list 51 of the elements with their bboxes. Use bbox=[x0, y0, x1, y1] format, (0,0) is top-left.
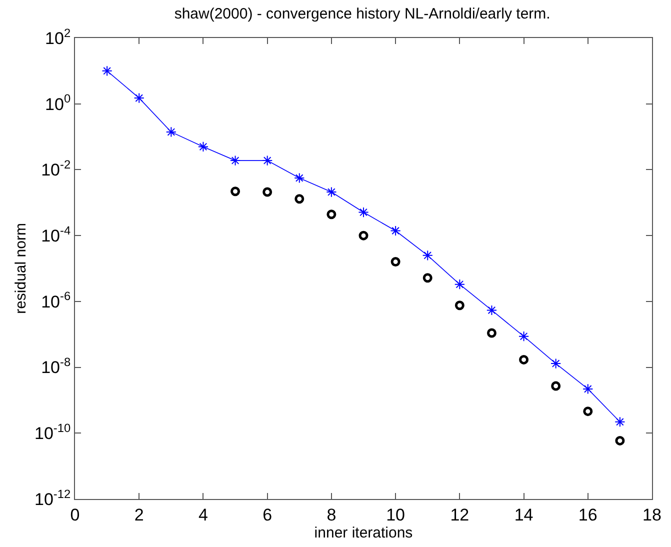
y-tick-label: 10$^{-12}$ bbox=[34, 486, 71, 509]
point bbox=[326, 210, 336, 220]
point bbox=[454, 300, 464, 310]
point bbox=[550, 358, 562, 369]
y-tick-label: 10$^{-10}$ bbox=[34, 420, 71, 444]
x-tick-label: 8 bbox=[326, 505, 336, 524]
point bbox=[166, 126, 176, 138]
x-tick-label: 16 bbox=[578, 505, 598, 524]
point bbox=[486, 328, 496, 338]
point bbox=[422, 250, 433, 261]
x-tick-label: 4 bbox=[198, 505, 208, 524]
point bbox=[615, 436, 625, 446]
x-tick-label: 2 bbox=[134, 505, 144, 524]
y-tick-label: 10$^{-8}$ bbox=[41, 355, 71, 378]
point bbox=[582, 384, 594, 394]
y-tick-label: 10$^{2}$ bbox=[45, 26, 71, 48]
x-axis-title: inner iterations bbox=[314, 524, 413, 542]
point bbox=[358, 206, 369, 218]
x-tick-label: 10 bbox=[386, 505, 406, 524]
point bbox=[390, 257, 400, 267]
point bbox=[262, 187, 272, 197]
point bbox=[198, 141, 209, 152]
point bbox=[134, 92, 144, 104]
x-tick-label: 18 bbox=[642, 505, 662, 524]
y-tick-label: 10$^{-2}$ bbox=[41, 158, 71, 180]
point bbox=[358, 230, 368, 240]
chart-title: shaw(2000) - convergence history NL-Arnoldi/early term. bbox=[174, 6, 550, 23]
point bbox=[326, 186, 337, 198]
point bbox=[230, 186, 240, 196]
point bbox=[551, 381, 561, 391]
x-tick-label: 12 bbox=[450, 505, 470, 524]
x-tick-label: 14 bbox=[514, 505, 534, 524]
point bbox=[294, 172, 305, 184]
point bbox=[294, 194, 304, 204]
point bbox=[102, 66, 112, 76]
point bbox=[518, 331, 530, 342]
y-tick-label: 10$^{0}$ bbox=[45, 92, 71, 114]
y-axis-title: residual norm bbox=[12, 223, 30, 314]
x-tick-label: 6 bbox=[262, 505, 272, 524]
point bbox=[519, 354, 529, 364]
x-tick-label: 0 bbox=[70, 505, 80, 524]
point bbox=[390, 225, 401, 236]
point bbox=[262, 155, 273, 166]
point bbox=[422, 273, 432, 283]
point bbox=[230, 155, 241, 166]
point bbox=[454, 279, 465, 290]
point bbox=[583, 406, 593, 416]
y-tick-label: 10$^{-6}$ bbox=[41, 289, 71, 312]
point bbox=[614, 416, 626, 428]
y-tick-label: 10$^{-4}$ bbox=[41, 223, 71, 246]
point bbox=[486, 304, 498, 316]
